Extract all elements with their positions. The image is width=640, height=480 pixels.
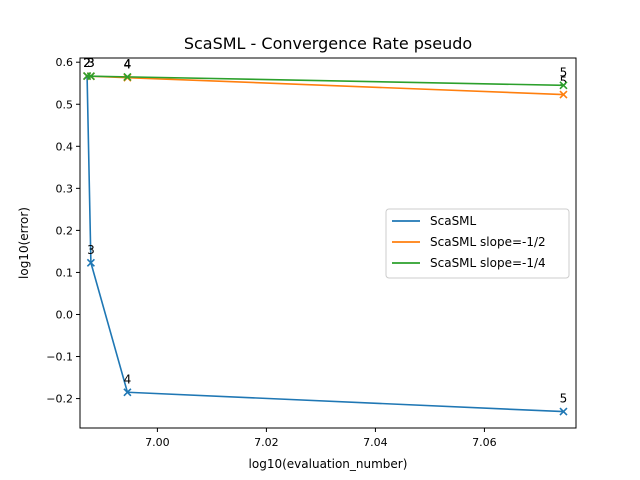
plot-frame xyxy=(79,57,577,429)
chart-title: ScaSML - Convergence Rate pseudo xyxy=(184,34,472,53)
data-point-marker xyxy=(123,388,132,397)
y-tick-label: 0.5 xyxy=(56,98,74,111)
x-tick-label: 7.00 xyxy=(145,436,170,449)
y-tick-label: −0.2 xyxy=(46,393,73,406)
data-point-label: 3 xyxy=(87,56,95,70)
data-point-label: 2 xyxy=(83,56,91,70)
series-line xyxy=(87,75,564,87)
y-axis-label: log10(error) xyxy=(17,207,31,279)
legend-box xyxy=(385,208,570,279)
x-axis-label: log10(evaluation_number) xyxy=(249,457,408,471)
y-tick-label: −0.1 xyxy=(46,351,73,364)
data-point-label: 4 xyxy=(124,58,132,72)
data-point-marker xyxy=(559,407,568,416)
data-point-label: 5 xyxy=(560,65,568,79)
y-tick-label: 0.1 xyxy=(56,266,74,279)
legend-item: ScaSML slope=-1/4 xyxy=(392,256,546,270)
data-point-label: 4 xyxy=(124,372,132,386)
y-tick-label: 0.6 xyxy=(56,56,74,69)
legend-label: ScaSML slope=-1/2 xyxy=(430,235,546,249)
y-tick-label: 0.3 xyxy=(56,182,74,195)
data-point-marker xyxy=(86,72,95,81)
x-tick-label: 7.04 xyxy=(363,436,388,449)
series-line xyxy=(86,76,564,413)
data-point-label: 2 xyxy=(83,56,91,70)
legend-item: ScaSML xyxy=(392,214,477,228)
data-point-label: 3 xyxy=(87,243,95,257)
y-tick-label: 0.2 xyxy=(56,224,74,237)
series-3: 23 4 5 xyxy=(83,56,568,90)
data-point-marker xyxy=(559,90,568,99)
data-point-marker xyxy=(86,258,95,267)
data-point-label: 3 xyxy=(87,56,95,70)
x-tick-label: 7.06 xyxy=(472,436,497,449)
y-tick-label: 0.4 xyxy=(56,140,74,153)
data-point-label: 5 xyxy=(560,75,568,89)
data-point-label: 2 xyxy=(83,56,91,70)
data-point-marker xyxy=(123,72,132,81)
x-tick-label: 7.02 xyxy=(254,436,279,449)
legend-label: ScaSML xyxy=(430,214,477,228)
y-tick-label: 0.0 xyxy=(56,308,74,321)
data-point-marker xyxy=(559,81,568,90)
legend: ScaSML ScaSML slope=-1/2 ScaSML slope=-1/4 xyxy=(385,208,570,279)
data-point-label: 4 xyxy=(124,57,132,71)
legend-label: ScaSML slope=-1/4 xyxy=(430,256,546,270)
data-point-label: 5 xyxy=(560,392,568,406)
axes: 7.00 7.02 7.04 7.06 −0.2 −0.1 0.0 0.1 0.2 0.3 0.4 0… xyxy=(46,56,496,449)
legend-item: ScaSML slope=-1/2 xyxy=(392,235,546,249)
